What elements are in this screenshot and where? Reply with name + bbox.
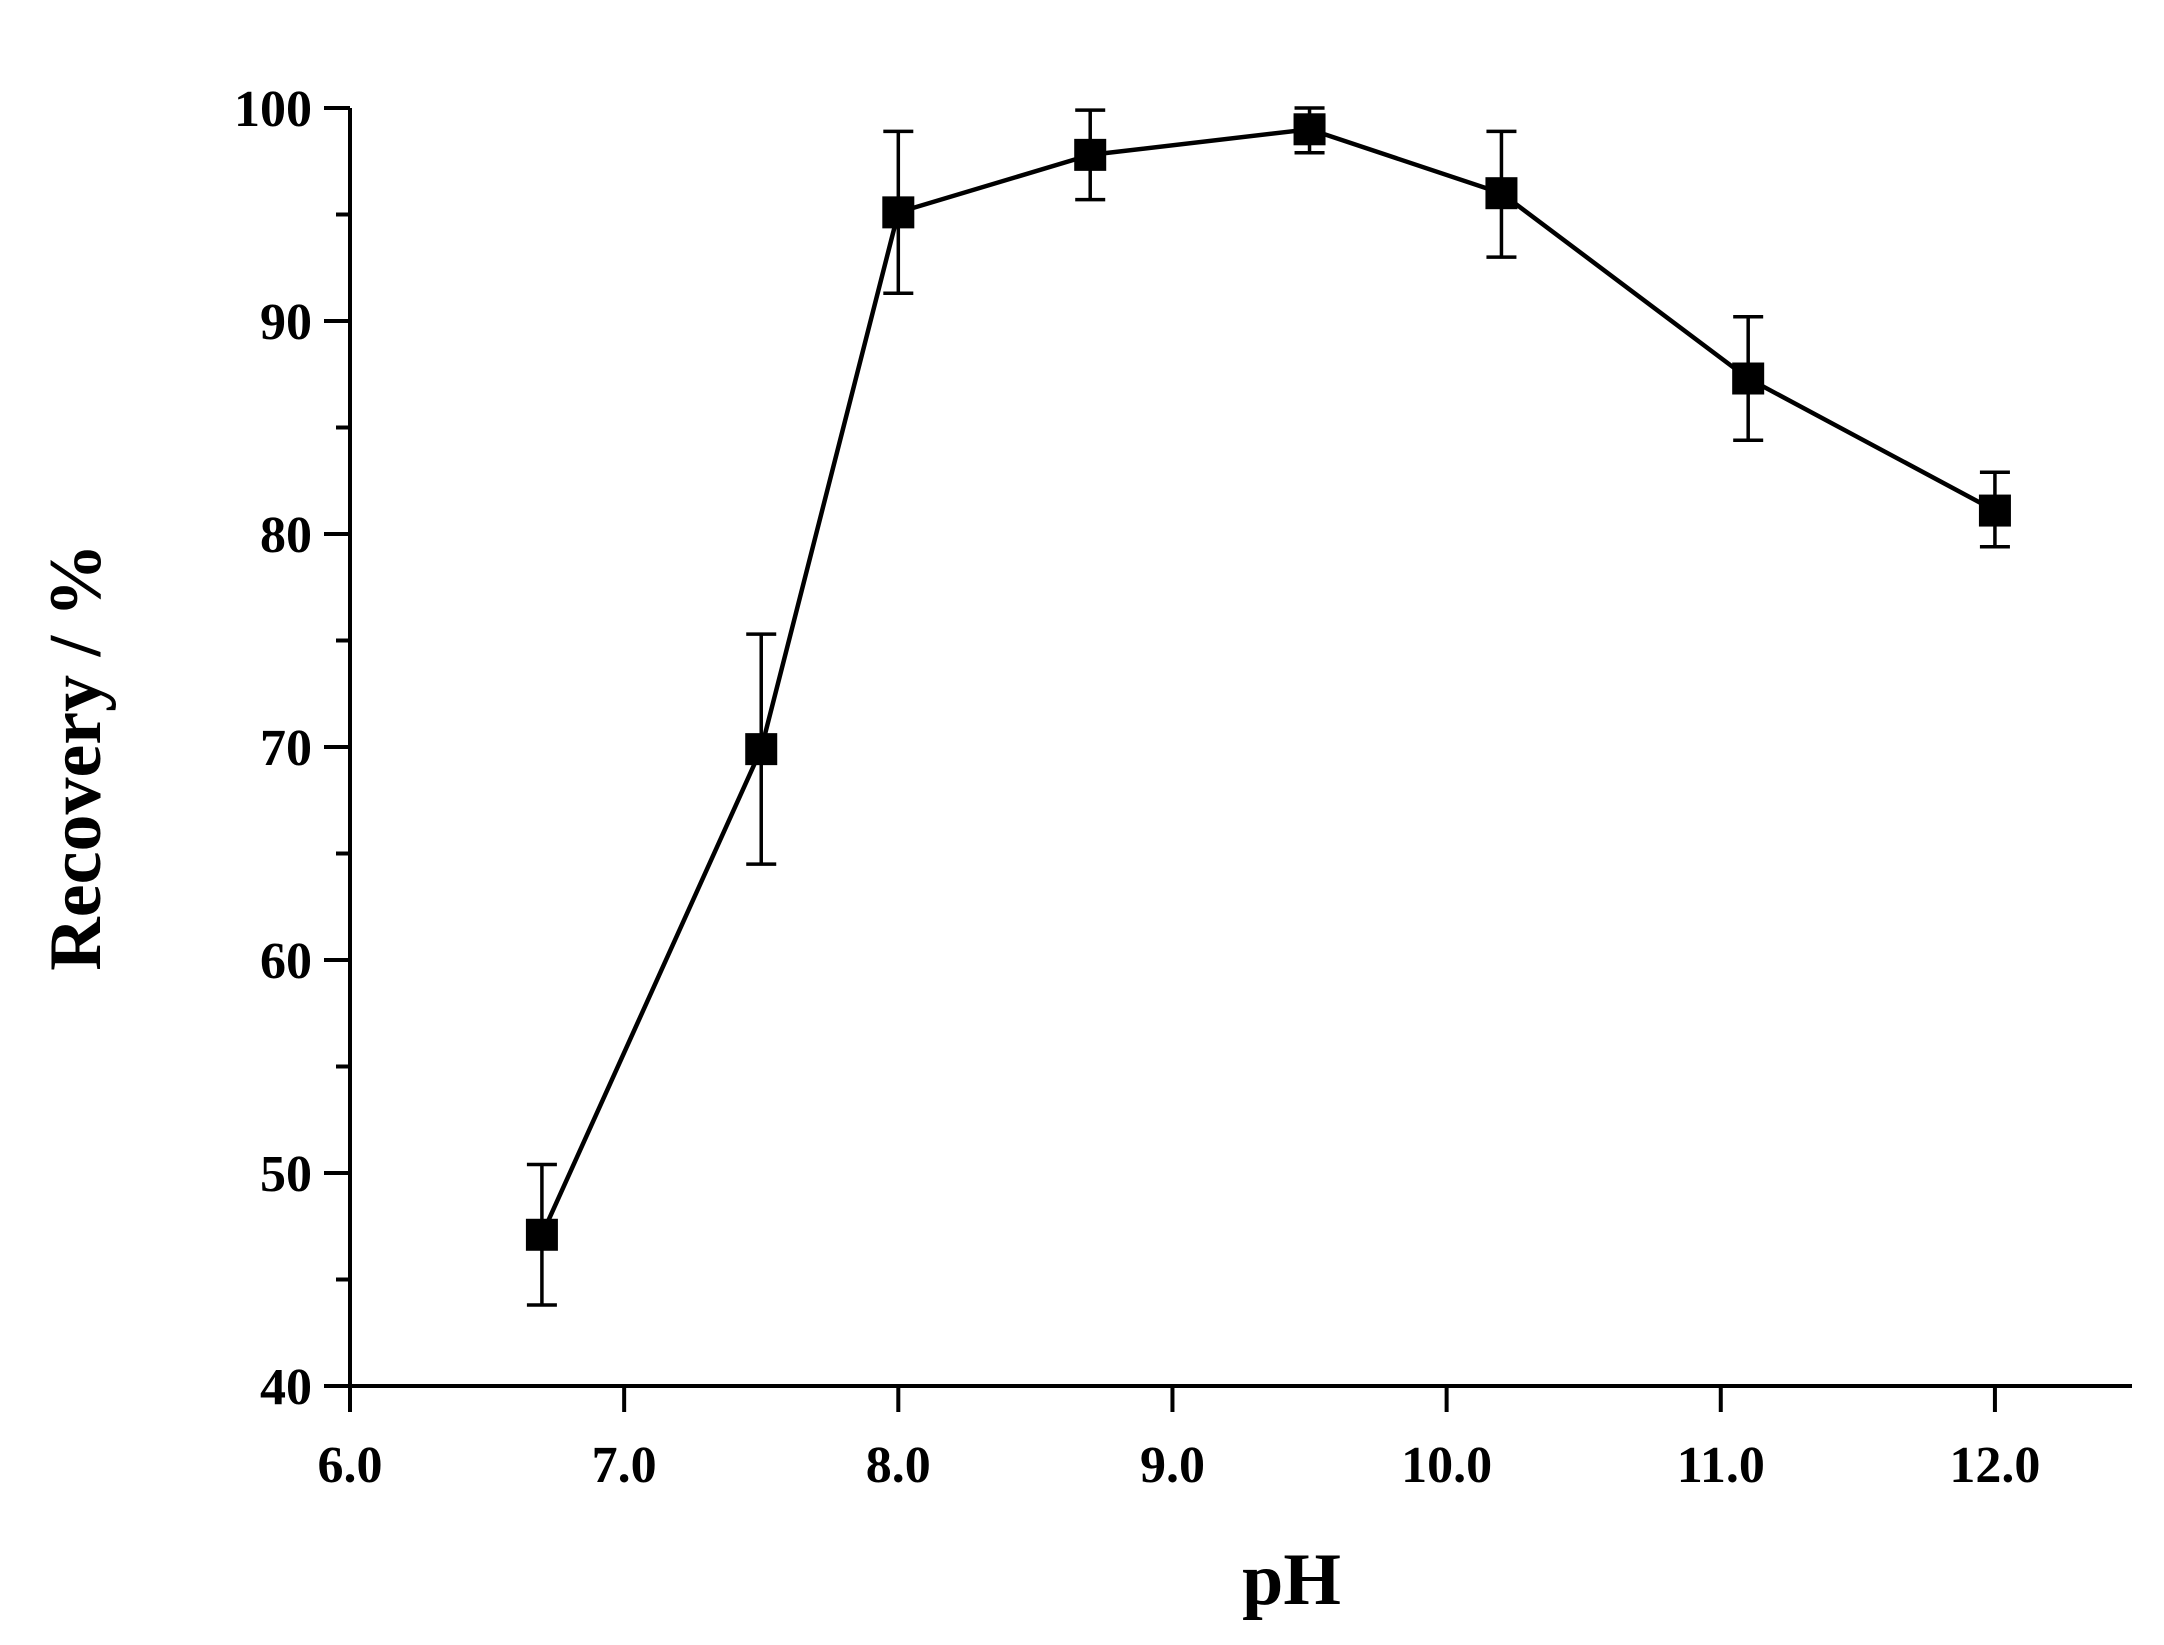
series-line-group — [539, 127, 1996, 1236]
axes — [348, 108, 2132, 1388]
series-line — [539, 127, 1996, 1236]
data-point — [1074, 138, 1107, 171]
x-tick-label: 10.0 — [1401, 1437, 1492, 1494]
x-tick-label: 7.0 — [592, 1437, 657, 1494]
x-tick-label: 11.0 — [1677, 1437, 1765, 1494]
y-tick-label: 50 — [260, 1146, 312, 1203]
data-point — [1485, 177, 1518, 210]
data-point — [882, 196, 915, 229]
data-point — [745, 733, 778, 766]
y-tick-label: 40 — [260, 1359, 312, 1416]
x-tick-label: 9.0 — [1140, 1437, 1205, 1494]
data-point — [1293, 113, 1326, 146]
x-axis-label: pH — [1242, 1539, 1341, 1621]
data-point — [525, 1218, 558, 1251]
x-tick-label: 6.0 — [318, 1437, 383, 1494]
x-tick-label: 12.0 — [1949, 1437, 2040, 1494]
data-point — [1732, 362, 1765, 395]
y-tick-label: 70 — [260, 720, 312, 777]
y-tick-label: 60 — [260, 933, 312, 990]
data-markers — [525, 113, 2011, 1251]
data-point — [1978, 494, 2011, 527]
y-axis-label: Recovery / % — [35, 543, 117, 970]
x-tick-label: 8.0 — [866, 1437, 931, 1494]
ticks: 40 50 60 70 80 90 100 6.0 7.0 8.0 9.0 10.0 11.0 12.0 — [234, 81, 2040, 1494]
y-tick-label: 90 — [260, 294, 312, 351]
y-tick-label: 100 — [234, 81, 312, 138]
y-tick-label: 80 — [260, 507, 312, 564]
error-bars — [526, 106, 2010, 1307]
